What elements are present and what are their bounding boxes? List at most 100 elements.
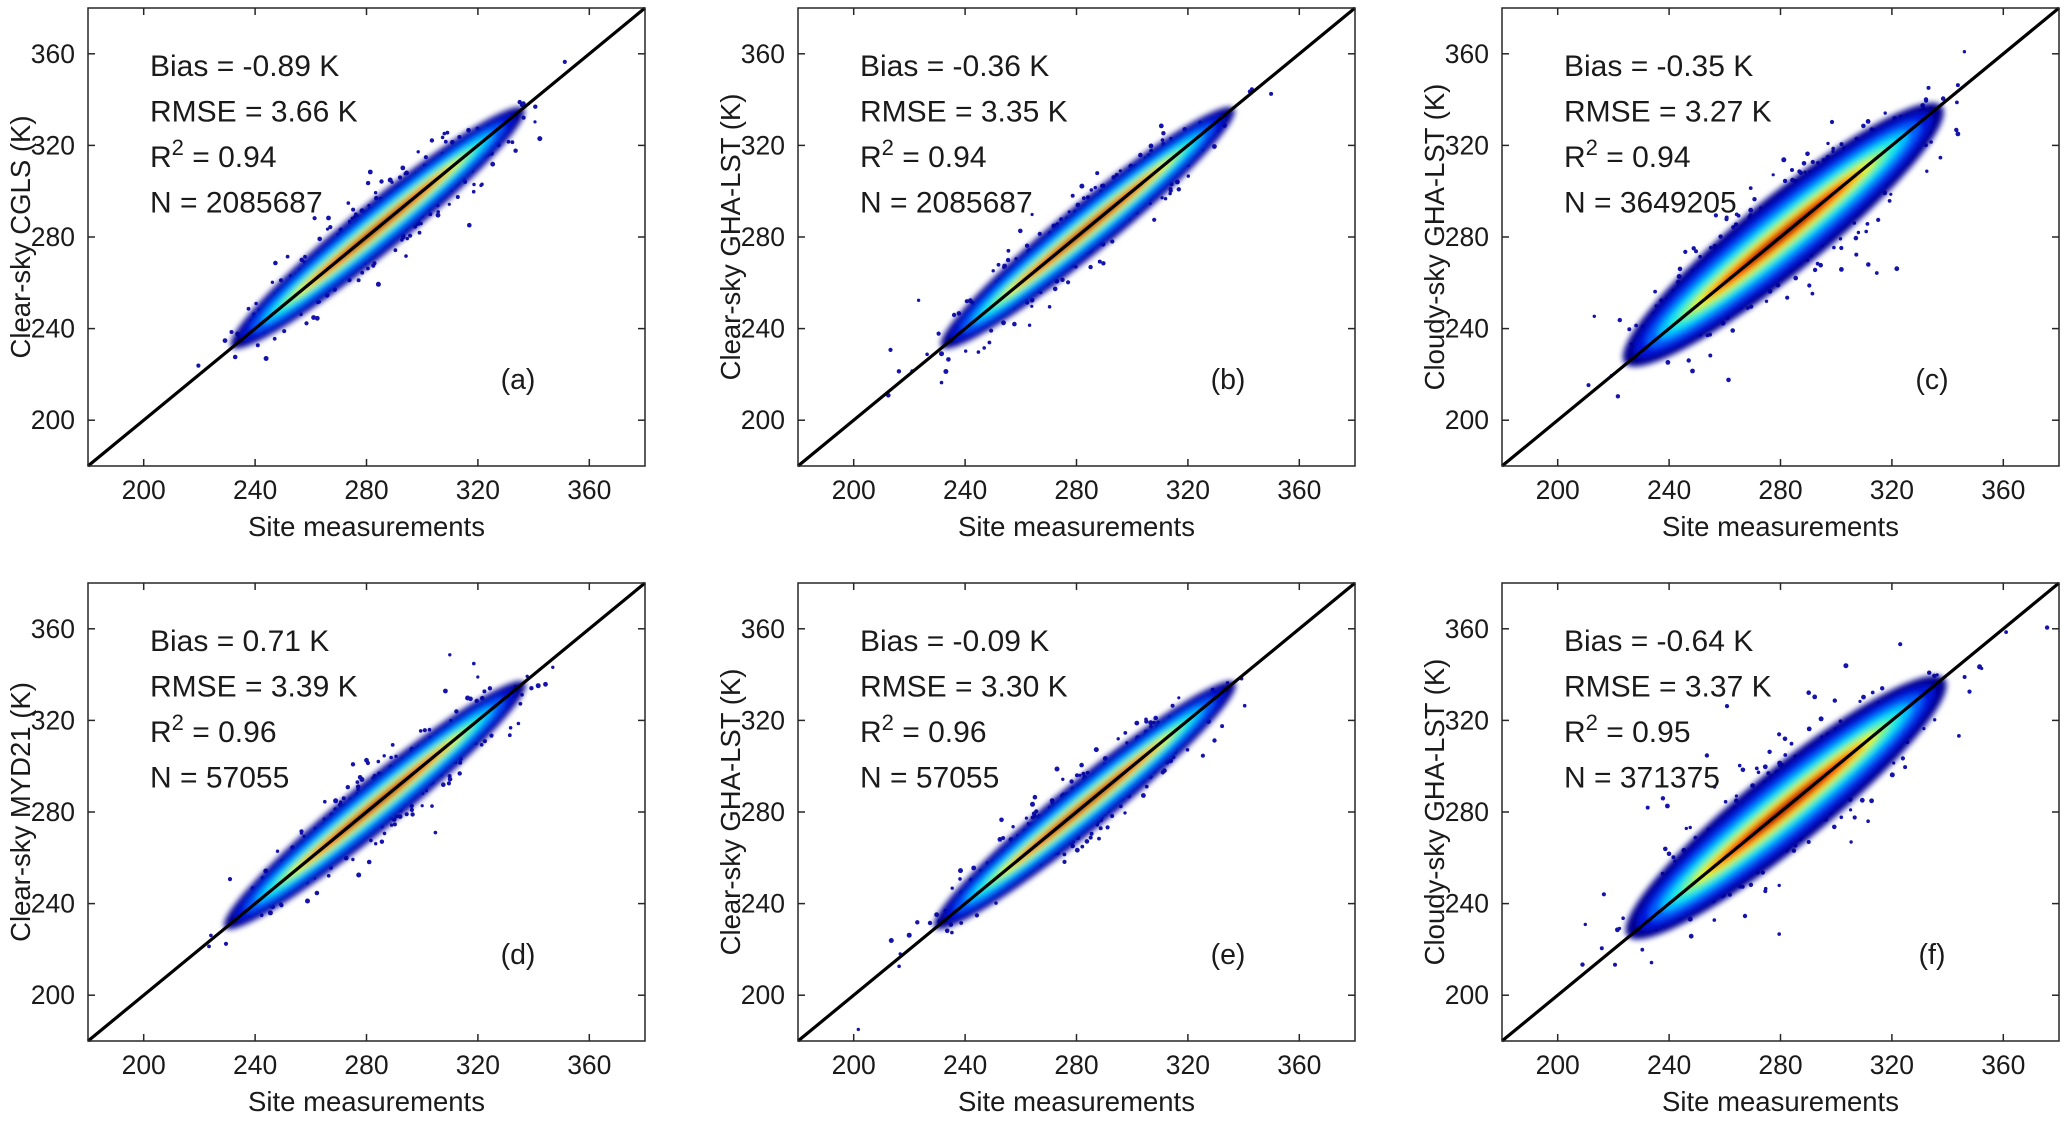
- svg-text:240: 240: [233, 475, 277, 505]
- stats-annotation: Bias = 0.71 K RMSE = 3.39 K R2 = 0.96 N = 5…: [150, 625, 358, 795]
- svg-text:R2 = 0.94: R2 = 0.94: [860, 135, 987, 174]
- svg-text:360: 360: [1445, 39, 1489, 69]
- svg-text:200: 200: [832, 1050, 876, 1080]
- svg-text:R2 = 0.95: R2 = 0.95: [1564, 710, 1691, 749]
- svg-text:N = 2085687: N = 2085687: [150, 187, 323, 220]
- tick-labels: 200 200 240 240 280 280 320 320 360 360: [741, 39, 1322, 505]
- svg-text:280: 280: [31, 797, 75, 827]
- svg-text:280: 280: [1054, 475, 1098, 505]
- svg-text:200: 200: [1445, 405, 1489, 435]
- svg-text:320: 320: [456, 1050, 500, 1080]
- svg-text:360: 360: [1981, 475, 2025, 505]
- identity-line: [1500, 581, 2061, 1043]
- svg-text:RMSE = 3.35 K: RMSE = 3.35 K: [860, 96, 1068, 129]
- scatter-plot-d: 200 200 240 240 280 280 320 320 360 360 Site measu…: [5, 581, 647, 1117]
- panel-letter: (e): [1211, 939, 1246, 971]
- identity-line: [796, 6, 1357, 468]
- svg-text:N = 57055: N = 57055: [150, 762, 289, 795]
- svg-text:320: 320: [741, 705, 785, 735]
- svg-text:280: 280: [1758, 1050, 1802, 1080]
- scatter-plot-c: 200 200 240 240 280 280 320 320 360 360 Site measu…: [1419, 6, 2061, 542]
- svg-text:Bias = -0.89 K: Bias = -0.89 K: [150, 50, 339, 83]
- svg-text:240: 240: [31, 889, 75, 919]
- y-axis-label: Clear-sky GHA-LST (K): [715, 669, 746, 956]
- svg-text:N = 2085687: N = 2085687: [860, 187, 1033, 220]
- x-axis-label: Site measurements: [1662, 1086, 1899, 1117]
- svg-text:N = 371375: N = 371375: [1564, 762, 1720, 795]
- scatter-plot-f: 200 200 240 240 280 280 320 320 360 360 Site measu…: [1419, 581, 2061, 1117]
- panel-e: 200 200 240 240 280 280 320 320 360 360 Site measu…: [689, 561, 1378, 1123]
- panel-a: 200 200 240 240 280 280 320 320 360 360 Site measu…: [0, 0, 689, 561]
- svg-text:280: 280: [741, 797, 785, 827]
- panel-b: 200 200 240 240 280 280 320 320 360 360 Site measu…: [689, 0, 1378, 561]
- scatter-plot-b: 200 200 240 240 280 280 320 320 360 360 Site measu…: [715, 6, 1357, 542]
- svg-text:280: 280: [1758, 475, 1802, 505]
- tick-labels: 200 200 240 240 280 280 320 320 360 360: [31, 39, 612, 505]
- svg-text:360: 360: [1277, 475, 1321, 505]
- svg-text:RMSE = 3.27 K: RMSE = 3.27 K: [1564, 96, 1772, 129]
- svg-text:360: 360: [741, 614, 785, 644]
- svg-text:360: 360: [741, 39, 785, 69]
- panel-letter: (d): [501, 939, 536, 971]
- svg-text:R2 = 0.94: R2 = 0.94: [1564, 135, 1691, 174]
- svg-text:360: 360: [1277, 1050, 1321, 1080]
- svg-text:200: 200: [1536, 1050, 1580, 1080]
- svg-text:RMSE = 3.37 K: RMSE = 3.37 K: [1564, 671, 1772, 704]
- svg-text:240: 240: [233, 1050, 277, 1080]
- svg-text:240: 240: [1647, 475, 1691, 505]
- svg-text:320: 320: [741, 130, 785, 160]
- svg-text:360: 360: [1445, 614, 1489, 644]
- svg-text:320: 320: [1870, 475, 1914, 505]
- svg-text:200: 200: [1536, 475, 1580, 505]
- svg-text:200: 200: [832, 475, 876, 505]
- svg-text:200: 200: [31, 980, 75, 1010]
- svg-text:280: 280: [344, 475, 388, 505]
- panel-letter: (f): [1919, 939, 1946, 971]
- svg-text:N = 57055: N = 57055: [860, 762, 999, 795]
- svg-text:Bias = 0.71 K: Bias = 0.71 K: [150, 625, 329, 658]
- x-axis-label: Site measurements: [248, 1086, 485, 1117]
- svg-text:Bias = -0.09 K: Bias = -0.09 K: [860, 625, 1049, 658]
- svg-text:200: 200: [122, 1050, 166, 1080]
- svg-text:200: 200: [741, 405, 785, 435]
- svg-text:320: 320: [31, 705, 75, 735]
- svg-text:360: 360: [567, 1050, 611, 1080]
- svg-text:R2 = 0.96: R2 = 0.96: [150, 710, 277, 749]
- identity-line: [1500, 6, 2061, 468]
- y-axis-label: Clear-sky GHA-LST (K): [715, 94, 746, 381]
- panel-letter: (b): [1211, 364, 1246, 396]
- panel-letter: (a): [501, 364, 536, 396]
- tick-labels: 200 200 240 240 280 280 320 320 360 360: [1445, 39, 2026, 505]
- svg-text:320: 320: [1445, 705, 1489, 735]
- identity-line: [86, 581, 647, 1043]
- tick-labels: 200 200 240 240 280 280 320 320 360 360: [1445, 614, 2026, 1080]
- x-axis-label: Site measurements: [958, 1086, 1195, 1117]
- tick-marks: [1502, 8, 2059, 466]
- stats-annotation: Bias = -0.64 K RMSE = 3.37 K R2 = 0.95 N = …: [1564, 625, 1772, 795]
- stats-annotation: Bias = -0.09 K RMSE = 3.30 K R2 = 0.96 N = …: [860, 625, 1068, 795]
- y-axis-label: Cloudy-sky GHA-LST (K): [1419, 659, 1450, 966]
- svg-text:200: 200: [122, 475, 166, 505]
- tick-marks: [798, 583, 1355, 1041]
- svg-text:280: 280: [1445, 222, 1489, 252]
- svg-text:RMSE = 3.39 K: RMSE = 3.39 K: [150, 671, 358, 704]
- x-axis-label: Site measurements: [958, 511, 1195, 542]
- svg-text:360: 360: [1981, 1050, 2025, 1080]
- panel-f: 200 200 240 240 280 280 320 320 360 360 Site measu…: [1378, 561, 2067, 1123]
- svg-text:320: 320: [31, 130, 75, 160]
- stats-annotation: Bias = -0.89 K RMSE = 3.66 K R2 = 0.94 N = …: [150, 50, 358, 220]
- svg-text:240: 240: [943, 475, 987, 505]
- y-axis-label: Clear-sky MYD21 (K): [5, 682, 36, 942]
- stats-annotation: Bias = -0.35 K RMSE = 3.27 K R2 = 0.94 N = …: [1564, 50, 1772, 220]
- panel-d: 200 200 240 240 280 280 320 320 360 360 Site measu…: [0, 561, 689, 1123]
- svg-text:Bias = -0.35 K: Bias = -0.35 K: [1564, 50, 1753, 83]
- svg-text:280: 280: [344, 1050, 388, 1080]
- svg-text:RMSE = 3.66 K: RMSE = 3.66 K: [150, 96, 358, 129]
- x-axis-label: Site measurements: [1662, 511, 1899, 542]
- svg-text:280: 280: [1445, 797, 1489, 827]
- svg-text:240: 240: [741, 314, 785, 344]
- y-axis-label: Clear-sky CGLS (K): [5, 116, 36, 359]
- svg-text:240: 240: [943, 1050, 987, 1080]
- scatter-plot-a: 200 200 240 240 280 280 320 320 360 360 Site measu…: [5, 6, 647, 542]
- svg-text:200: 200: [31, 405, 75, 435]
